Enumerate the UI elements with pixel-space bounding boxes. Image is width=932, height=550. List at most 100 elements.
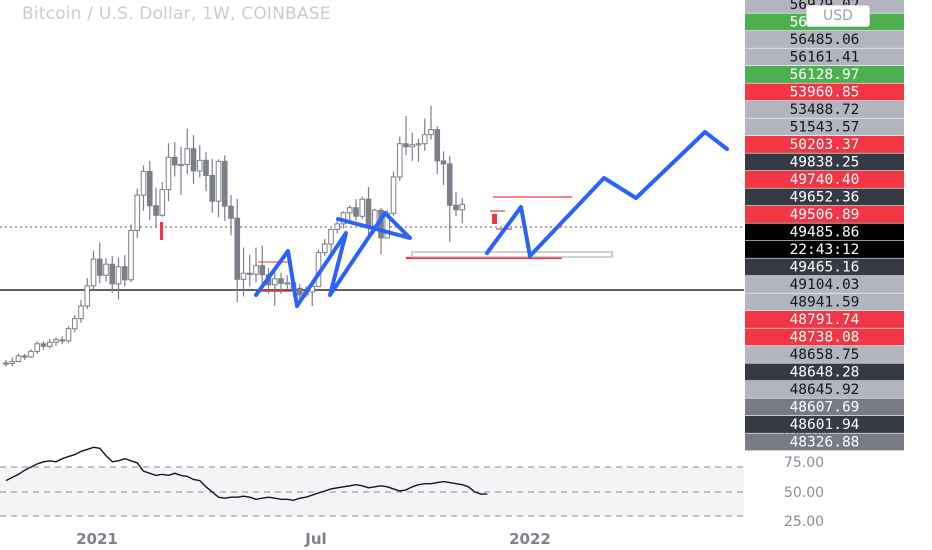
candle	[415, 138, 422, 162]
candle	[78, 299, 84, 323]
candle	[59, 336, 66, 345]
red-candle-marker	[492, 214, 497, 224]
candle	[190, 135, 197, 185]
candle	[96, 242, 103, 284]
oscillator-tick-label: 75.00	[784, 455, 824, 471]
price-label: 53960.85	[745, 83, 904, 101]
candle	[71, 315, 78, 333]
candle	[346, 205, 353, 223]
candle	[3, 359, 9, 367]
svg-text:48738.08: 48738.08	[790, 330, 860, 346]
time-axis: 2021 Jul 2022	[76, 530, 551, 548]
candle	[390, 171, 397, 216]
candle	[65, 326, 72, 343]
candle	[84, 278, 91, 310]
candle	[140, 165, 147, 211]
candle	[228, 195, 234, 236]
price-axis: 56929.0256804.6956485.0656161.4156128.97…	[745, 0, 904, 451]
oscillator-tick-label: 50.00	[784, 485, 824, 501]
candle	[178, 146, 184, 196]
currency-badge[interactable]: USD	[806, 5, 870, 27]
candle	[428, 105, 434, 140]
candle	[215, 159, 222, 218]
time-tick-label: Jul	[304, 530, 326, 548]
zone-box[interactable]	[411, 251, 613, 258]
svg-text:48326.88: 48326.88	[790, 435, 860, 451]
candle	[321, 238, 328, 257]
svg-text:53488.72: 53488.72	[790, 102, 860, 118]
price-label: 49740.40	[745, 171, 904, 188]
candle	[259, 245, 266, 291]
candle	[246, 254, 253, 287]
svg-text:49652.36: 49652.36	[790, 190, 860, 206]
candle	[134, 188, 141, 238]
candle	[359, 196, 366, 219]
candle	[271, 271, 278, 307]
svg-text:49465.16: 49465.16	[790, 260, 860, 276]
candle	[15, 353, 22, 363]
candle	[203, 152, 209, 192]
price-label: 53488.72	[745, 101, 904, 118]
svg-text:56128.97: 56128.97	[790, 67, 860, 83]
price-label: 51543.57	[745, 118, 904, 136]
candle	[459, 198, 466, 224]
candle	[40, 341, 47, 350]
candle	[296, 283, 303, 300]
candle	[409, 132, 416, 161]
price-label: 22:43:12	[745, 241, 904, 258]
price-label: 56485.06	[745, 31, 904, 48]
candle	[396, 136, 403, 181]
price-label: 48607.69	[745, 398, 904, 416]
candle	[109, 256, 116, 293]
candle	[171, 142, 178, 177]
candle	[253, 247, 259, 283]
svg-text:49506.89: 49506.89	[790, 207, 860, 223]
candle	[21, 353, 28, 360]
wave-projection-right[interactable]	[485, 130, 729, 258]
svg-text:49838.25: 49838.25	[790, 155, 860, 171]
candle	[421, 118, 428, 151]
candle	[221, 155, 228, 221]
svg-text:48791.74: 48791.74	[790, 312, 860, 328]
candle	[53, 337, 59, 346]
price-label: 56161.41	[745, 48, 904, 66]
svg-text:49740.40: 49740.40	[790, 172, 860, 188]
candle	[328, 228, 334, 254]
svg-text:56485.06: 56485.06	[790, 32, 860, 48]
wave-projection-left[interactable]	[254, 211, 412, 308]
candle	[196, 145, 203, 178]
candle	[234, 198, 241, 302]
oscillator-line	[5, 446, 488, 502]
price-label: 48791.74	[745, 311, 904, 328]
svg-text:22:43:12: 22:43:12	[790, 242, 860, 258]
svg-text:48648.28: 48648.28	[790, 365, 860, 381]
svg-text:49485.86: 49485.86	[790, 225, 860, 241]
price-label: 48941.59	[745, 293, 904, 311]
price-label: 48326.88	[745, 433, 904, 451]
price-label: 56128.97	[745, 66, 904, 83]
candle	[121, 255, 128, 286]
svg-text:53960.85: 53960.85	[790, 85, 860, 101]
candle	[103, 258, 109, 282]
candle	[165, 143, 172, 202]
candle	[184, 128, 191, 174]
drawing-overlays	[160, 130, 729, 308]
candle	[46, 338, 53, 349]
candle	[453, 192, 459, 217]
candle	[434, 126, 441, 174]
time-tick-label: 2022	[509, 530, 551, 548]
price-label: 48658.75	[745, 346, 904, 363]
time-tick-label: 2021	[76, 530, 118, 548]
candle	[115, 257, 122, 300]
price-label: 48645.92	[745, 381, 904, 398]
price-label: 50203.37	[745, 136, 904, 153]
price-label: 49104.03	[745, 276, 904, 293]
candle	[440, 151, 447, 186]
candle	[146, 160, 153, 220]
svg-text:48645.92: 48645.92	[790, 382, 860, 398]
oscillator-tick-label: 25.00	[784, 514, 824, 530]
svg-text:50203.37: 50203.37	[790, 137, 860, 153]
svg-text:48607.69: 48607.69	[790, 400, 860, 416]
